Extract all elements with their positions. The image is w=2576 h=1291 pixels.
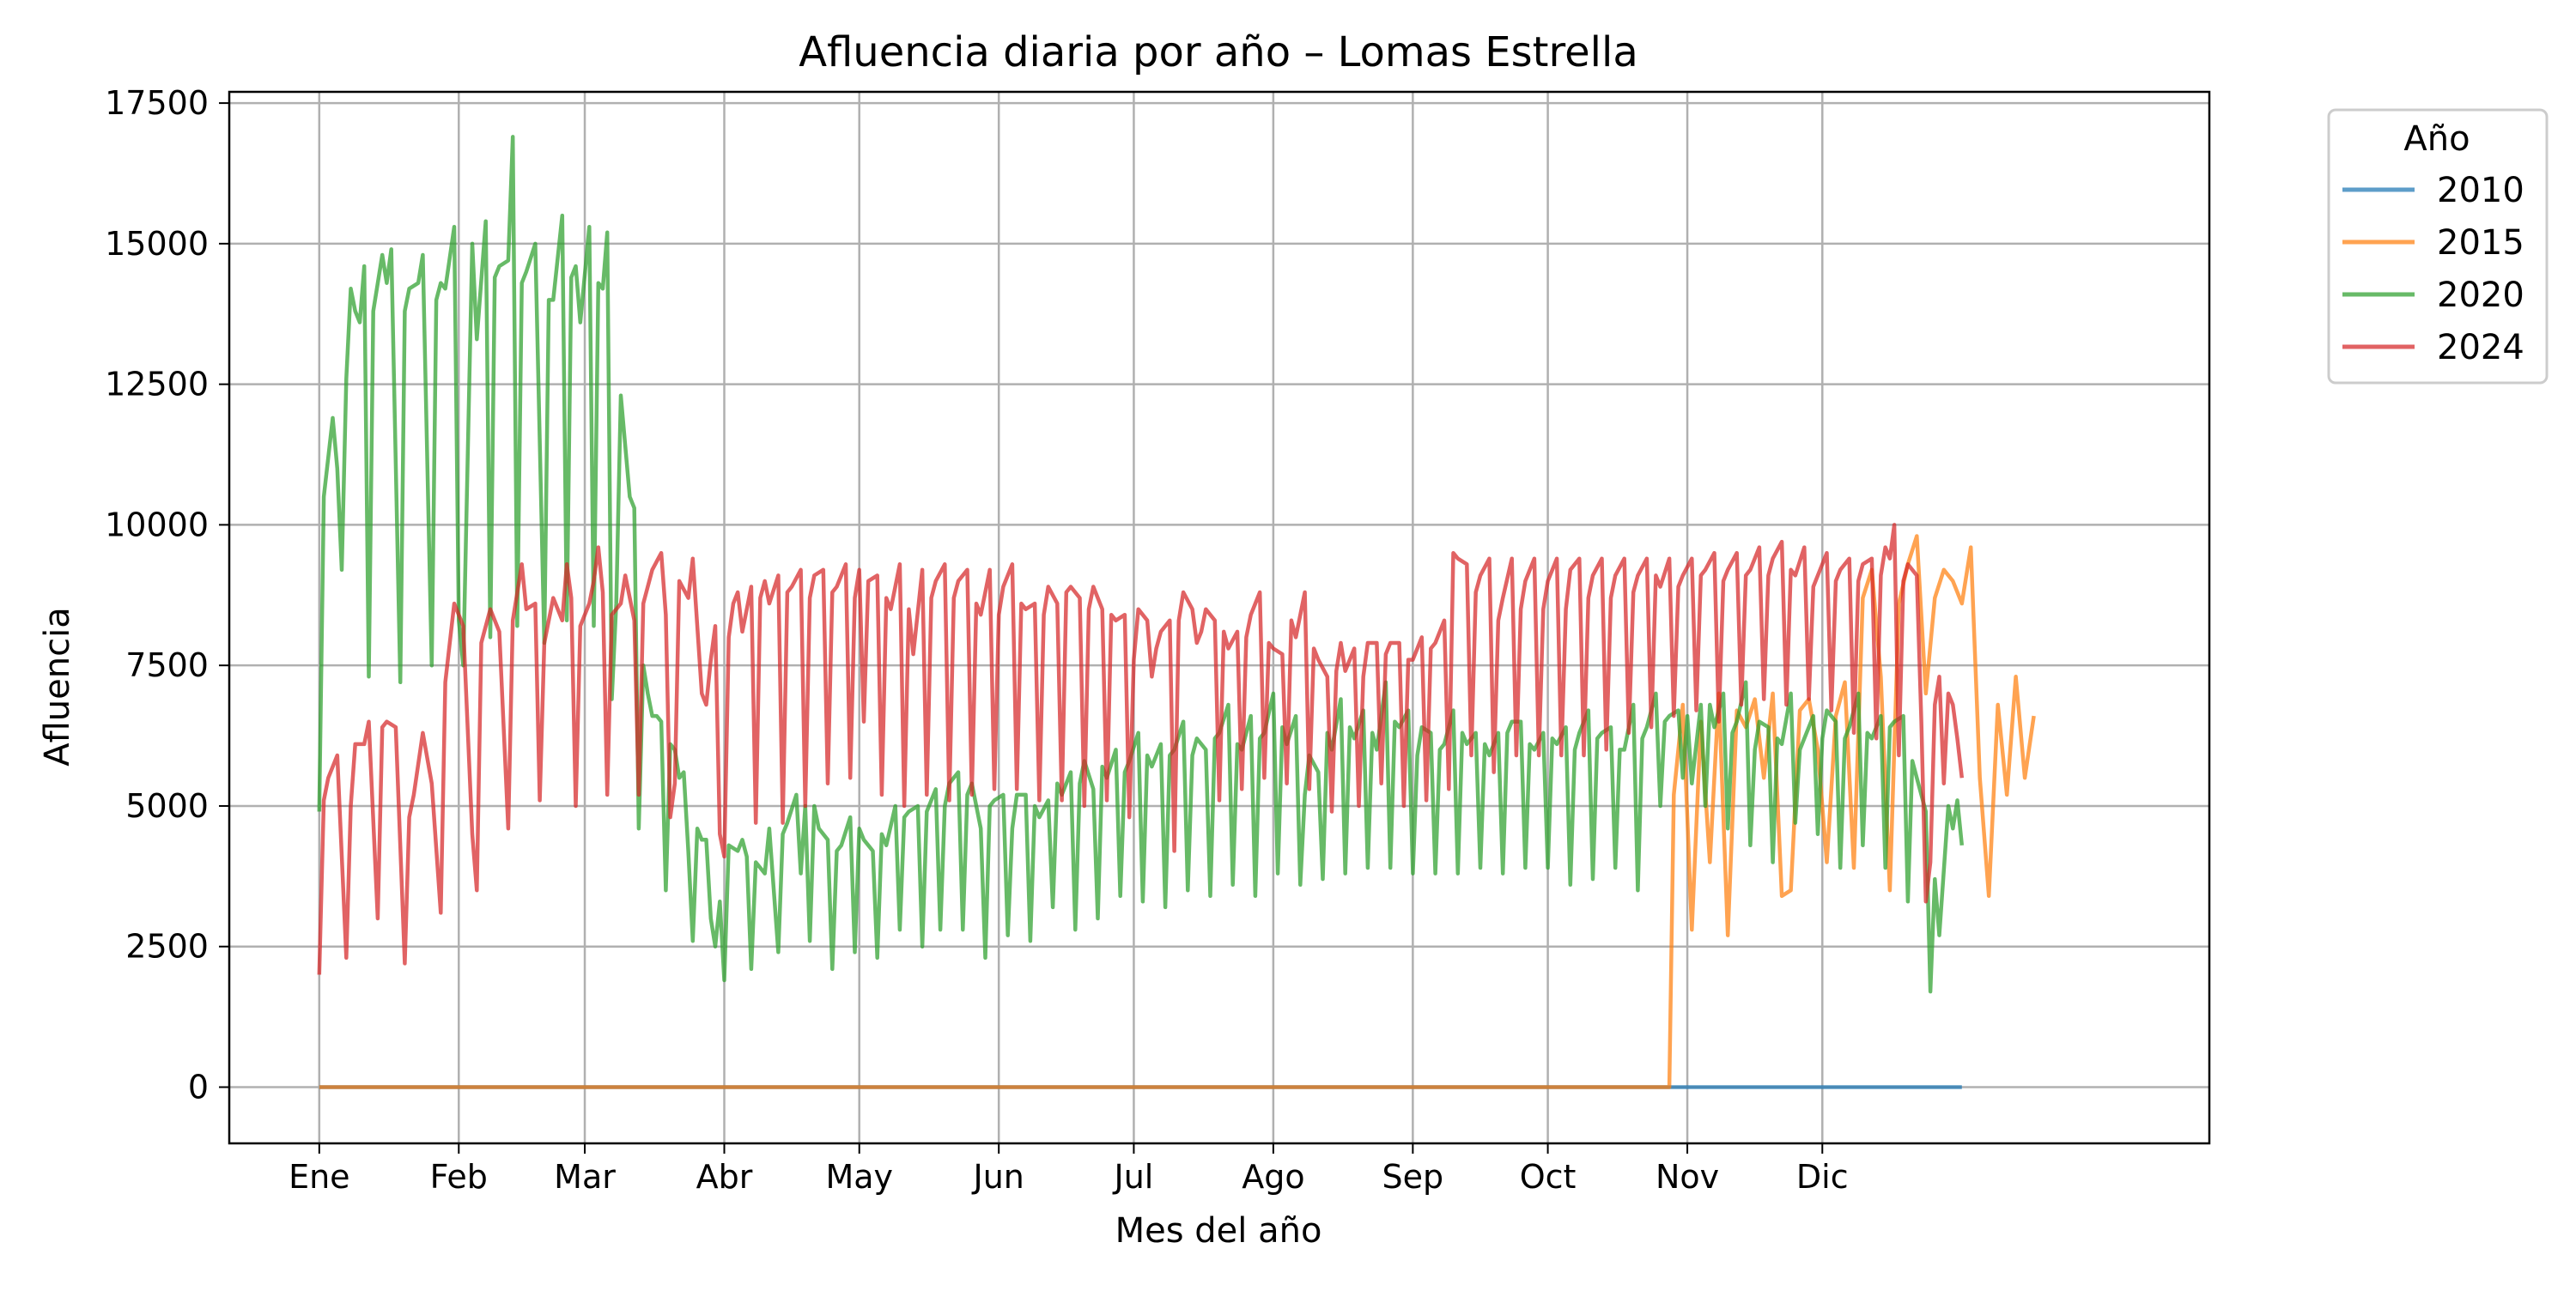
x-tick-label: Jun	[972, 1158, 1024, 1196]
y-tick-label: 5000	[125, 787, 209, 825]
axes	[219, 90, 2211, 1154]
legend-label-2024: 2024	[2437, 328, 2524, 367]
x-tick-label: Ene	[289, 1158, 349, 1196]
series-line-2024	[317, 523, 1965, 975]
y-tick-label: 17500	[105, 84, 209, 122]
chart-title: Afluencia diaria por año – Lomas Estrell…	[799, 28, 1638, 76]
legend: Año 2010 2015 2020 2024	[2327, 108, 2549, 385]
x-tick-label: Feb	[430, 1158, 488, 1196]
x-tick-label: Ago	[1242, 1158, 1304, 1196]
x-tick-label: Sep	[1382, 1158, 1444, 1196]
y-tick-label: 15000	[105, 225, 209, 263]
x-tick-label: May	[825, 1158, 893, 1196]
x-tick-label: Jul	[1112, 1158, 1153, 1196]
x-axis-label: Mes del año	[1115, 1211, 1322, 1251]
legend-box	[2327, 108, 2549, 385]
legend-label-2020: 2020	[2437, 276, 2524, 315]
y-tick-label: 12500	[105, 366, 209, 403]
legend-items: 2010 2015 2020 2024	[2342, 171, 2524, 367]
y-tick-label: 10000	[105, 506, 209, 543]
plot-frame	[228, 90, 2211, 1145]
x-tick-label: Nov	[1656, 1158, 1719, 1196]
grid-lines	[229, 92, 2209, 1143]
legend-label-2015: 2015	[2437, 223, 2524, 263]
x-tick-label: Dic	[1796, 1158, 1849, 1196]
y-tick-label: 2500	[125, 928, 209, 966]
x-tick-labels: Ene Feb Mar Abr May Jun Jul Ago Sep Oct Nov Dic	[289, 1158, 1849, 1196]
x-tick-label: Abr	[696, 1158, 753, 1196]
x-tick-label: Mar	[554, 1158, 616, 1196]
series-lines	[317, 135, 2036, 1089]
y-axis-label: Afluencia	[38, 607, 77, 767]
x-tick-label: Oct	[1520, 1158, 1577, 1196]
legend-title: Año	[2403, 119, 2470, 159]
y-tick-label: 0	[188, 1068, 209, 1106]
legend-label-2010: 2010	[2437, 171, 2524, 210]
y-tick-label: 7500	[125, 646, 209, 684]
y-tick-labels: 0 2500 5000 7500 10000 12500 15000 17500	[105, 84, 209, 1106]
